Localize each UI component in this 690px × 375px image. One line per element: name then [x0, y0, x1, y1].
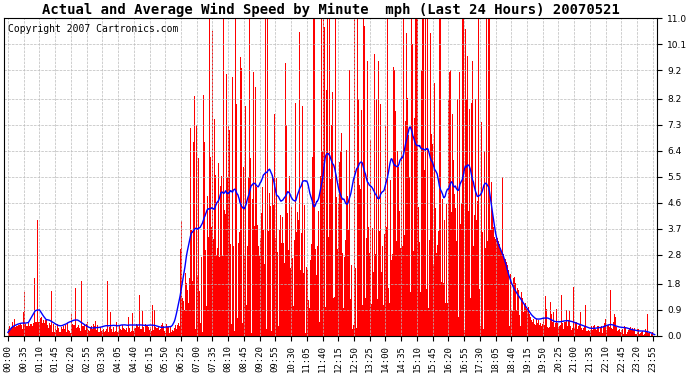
Text: Copyright 2007 Cartronics.com: Copyright 2007 Cartronics.com — [8, 24, 178, 34]
Title: Actual and Average Wind Speed by Minute  mph (Last 24 Hours) 20070521: Actual and Average Wind Speed by Minute … — [42, 3, 620, 17]
